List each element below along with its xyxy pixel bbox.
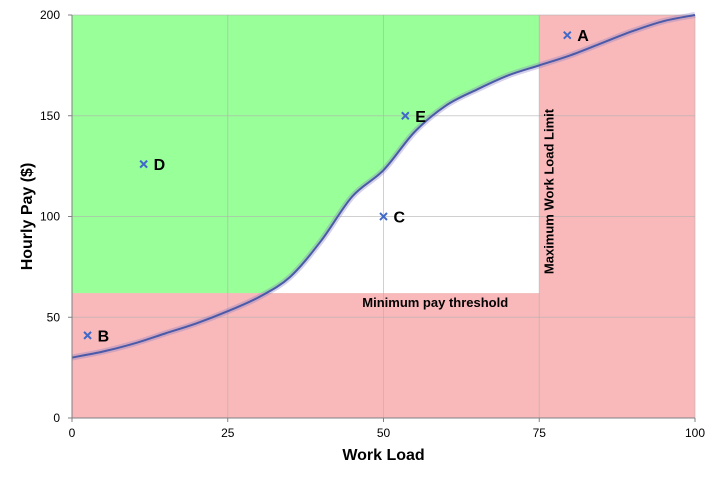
data-point-a: A — [563, 28, 589, 45]
y-tick-label: 200 — [40, 8, 60, 22]
point-label: A — [577, 28, 589, 45]
point-label: C — [394, 210, 406, 227]
y-tick-label: 50 — [47, 310, 61, 324]
point-marker — [379, 212, 388, 221]
point-marker — [139, 159, 148, 169]
pay-curve — [71, 14, 696, 359]
chart-annotations: Minimum pay threshold Maximum Work Load … — [362, 108, 556, 310]
data-point-d: D — [139, 157, 166, 174]
x-tick-label: 100 — [685, 426, 705, 440]
min-pay-threshold-label: Minimum pay threshold — [362, 295, 508, 310]
point-marker — [401, 111, 410, 120]
data-point-c: C — [379, 210, 406, 227]
max-work-load-label: Maximum Work Load Limit — [541, 108, 556, 274]
chart-axes: 0 25 50 75 100 0 50 100 150 200 — [40, 8, 705, 440]
x-tick-label: 75 — [533, 426, 547, 440]
data-point-b: B — [83, 328, 110, 345]
point-marker — [83, 331, 92, 340]
x-axis-title: Work Load — [342, 447, 424, 464]
point-label: E — [415, 109, 426, 126]
y-tick-label: 150 — [40, 109, 60, 123]
curve-layer — [71, 12, 696, 361]
x-tick-label: 50 — [377, 426, 391, 440]
point-label: B — [98, 328, 110, 345]
point-marker — [563, 30, 572, 40]
point-label: D — [154, 157, 166, 174]
y-tick-label: 0 — [53, 411, 60, 425]
y-tick-label: 100 — [40, 210, 60, 224]
x-tick-label: 25 — [221, 426, 235, 440]
x-tick-label: 0 — [69, 426, 76, 440]
data-points: A B C D E — [83, 28, 589, 345]
data-point-e: E — [401, 109, 426, 126]
y-axis-title: Hourly Pay ($) — [19, 163, 36, 271]
